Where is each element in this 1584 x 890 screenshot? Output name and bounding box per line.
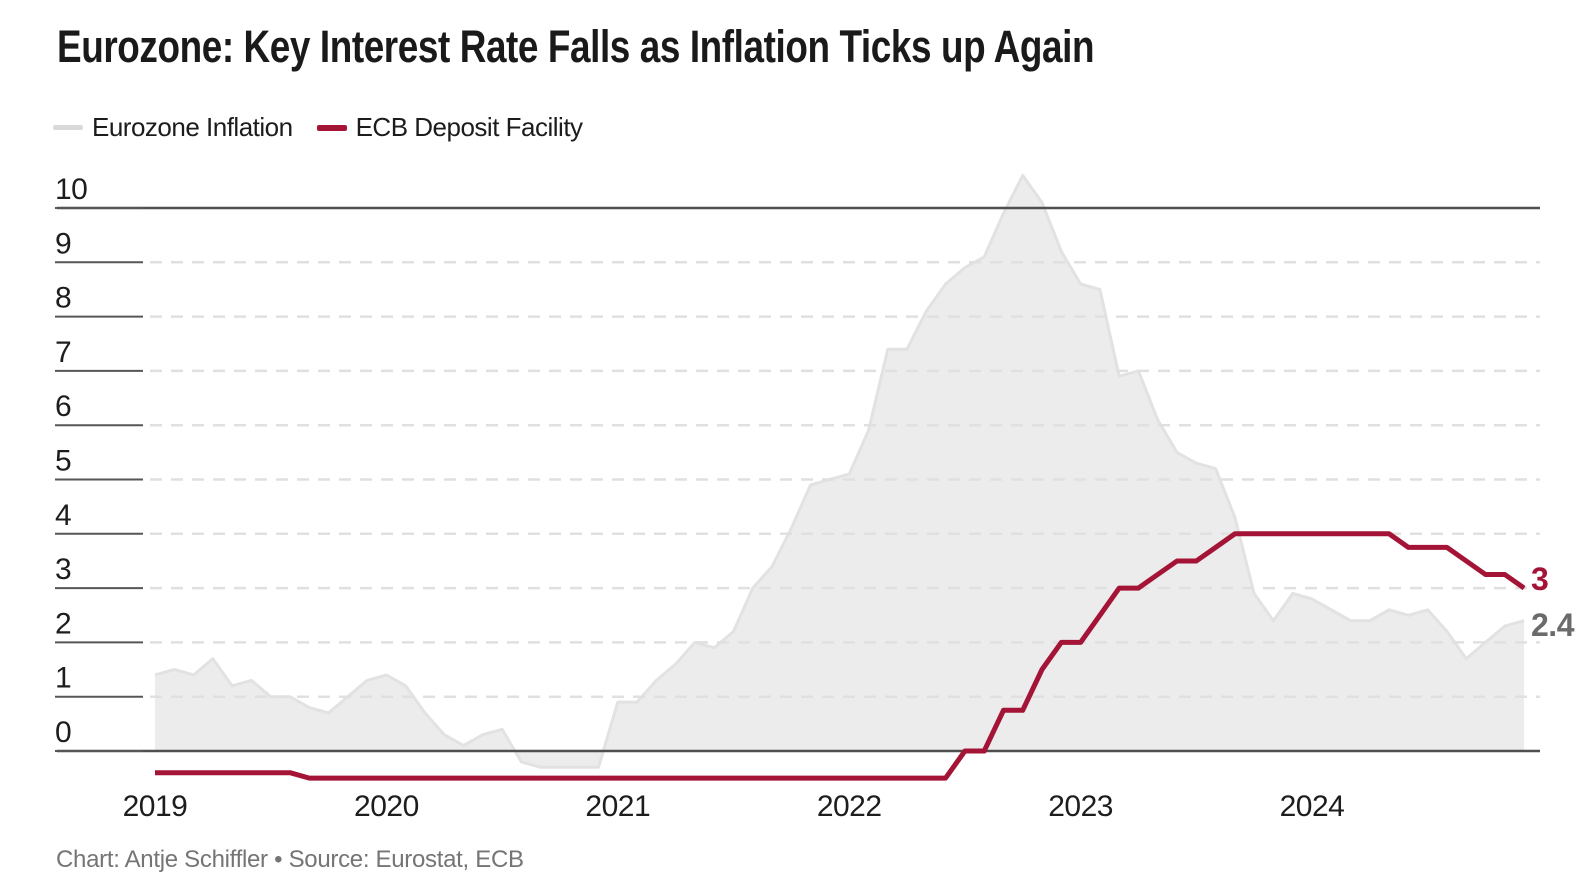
inflation-end-label: 2.4 — [1531, 607, 1575, 643]
axis-label-layer: 0 1 2 3 4 5 6 7 8 9 10 2019 2020 2021 2022 2023 2024 — [55, 173, 1345, 823]
deposit-swatch-icon — [316, 124, 347, 131]
deposit-rate-line — [155, 531, 1526, 781]
inflation-area — [155, 175, 1525, 768]
y-axis-label: 3 — [55, 553, 71, 586]
axis-layer — [55, 207, 143, 752]
x-axis-label: 2023 — [1048, 790, 1113, 823]
y-axis-label: 1 — [55, 662, 71, 695]
legend-item-deposit: ECB Deposit Facility — [316, 112, 583, 143]
legend-label-deposit: ECB Deposit Facility — [355, 112, 583, 142]
x-axis-label: 2024 — [1280, 790, 1345, 823]
y-axis-label: 9 — [55, 227, 71, 260]
y-axis-label: 8 — [55, 282, 71, 315]
inflation-swatch-icon — [53, 125, 83, 130]
x-axis-label: 2021 — [585, 790, 650, 823]
y-axis-label: 4 — [55, 499, 71, 532]
legend: Eurozone Inflation ECB Deposit Facility — [53, 112, 583, 143]
x-axis-label: 2019 — [123, 790, 188, 823]
gridline-layer — [57, 206, 1540, 753]
x-axis-label: 2020 — [354, 790, 419, 823]
y-axis-label: 2 — [55, 607, 71, 640]
chart-title: Eurozone: Key Interest Rate Falls as Inf… — [57, 21, 1095, 72]
x-axis-label: 2022 — [817, 790, 882, 823]
inflation-area-layer — [154, 173, 1525, 769]
y-axis-label: 7 — [55, 336, 71, 369]
y-axis-label: 6 — [55, 390, 71, 423]
y-axis-label: 10 — [55, 173, 87, 206]
deposit-end-label: 3 — [1531, 561, 1548, 597]
legend-item-inflation: Eurozone Inflation — [53, 112, 293, 143]
y-axis-label: 5 — [55, 445, 71, 478]
inflation-area-edge — [154, 173, 1525, 769]
y-axis-label: 0 — [55, 716, 71, 749]
chart-credit: Chart: Antje Schiffler • Source: Eurosta… — [56, 846, 524, 873]
legend-label-inflation: Eurozone Inflation — [92, 112, 293, 142]
deposit-line-layer — [155, 531, 1526, 781]
